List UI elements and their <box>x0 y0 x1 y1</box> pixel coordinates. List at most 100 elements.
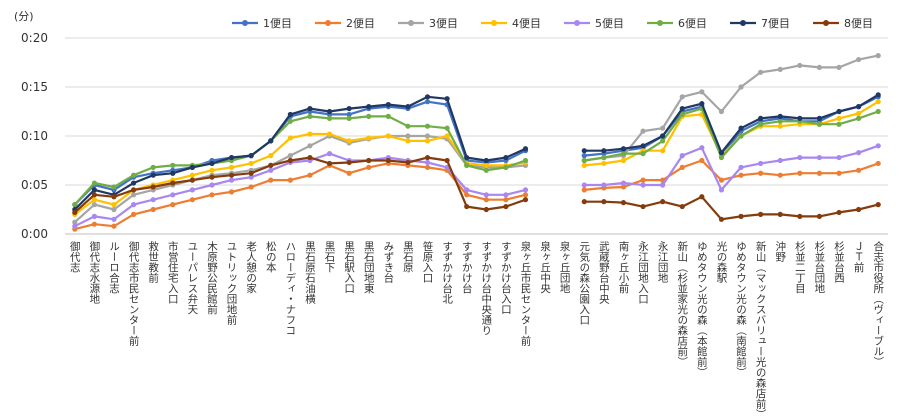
data-point <box>875 160 881 167</box>
legend-swatch-marker <box>823 20 829 26</box>
data-point <box>424 159 431 166</box>
series-5 <box>72 143 881 229</box>
x-tick-label: すずかけ台 <box>461 241 473 294</box>
data-point <box>248 174 254 180</box>
legend-label: 3便目 <box>429 17 458 30</box>
data-point <box>777 172 783 178</box>
data-point <box>758 121 764 127</box>
legend-label: 8便目 <box>844 17 873 30</box>
data-point <box>816 170 823 176</box>
data-point <box>718 216 725 222</box>
data-point <box>758 160 764 167</box>
data-point <box>326 131 333 137</box>
data-point <box>209 174 215 180</box>
data-point <box>503 164 509 170</box>
series-line <box>584 107 879 162</box>
data-point <box>248 184 254 190</box>
data-point <box>640 143 646 149</box>
x-tick-label: 黒石原石油横 <box>304 241 316 305</box>
data-point <box>777 113 783 119</box>
data-point <box>170 202 176 208</box>
data-point <box>875 202 881 208</box>
data-point <box>72 202 78 208</box>
data-point <box>385 133 391 139</box>
x-tick-label: すずかけ台中央通り <box>480 241 492 336</box>
data-point <box>366 164 372 170</box>
data-point <box>307 105 313 112</box>
legend-item: 4便目 <box>481 17 541 30</box>
data-point <box>228 154 235 161</box>
x-tick-label: 泉ヶ丘市民センター前 <box>519 240 531 347</box>
data-point <box>718 108 725 115</box>
data-point <box>777 66 783 72</box>
grid <box>65 37 888 235</box>
data-point <box>346 170 352 176</box>
data-point <box>679 153 685 159</box>
data-point <box>699 157 705 164</box>
data-point <box>483 162 489 168</box>
legend-swatch-marker <box>574 20 580 26</box>
series-line <box>73 115 526 206</box>
data-point <box>287 157 293 164</box>
series-line <box>584 144 879 191</box>
x-tick-label: 泉ヶ丘中央 <box>539 240 551 294</box>
data-point <box>620 146 627 152</box>
data-point <box>679 94 685 100</box>
data-point <box>522 197 529 203</box>
data-point <box>856 167 862 173</box>
data-point <box>718 177 725 183</box>
data-point <box>424 133 431 139</box>
y-axis-unit-label: (分) <box>14 10 34 23</box>
y-tick-label: 0:00 <box>21 227 48 241</box>
x-tick-label: 木原野公民館前 <box>206 241 218 315</box>
x-tick-label: 老人憩の家 <box>245 240 257 293</box>
data-point <box>346 159 352 166</box>
legend-item: 8便目 <box>813 17 873 30</box>
data-point <box>228 177 235 183</box>
data-point <box>758 115 764 121</box>
data-point <box>130 202 137 208</box>
data-point <box>699 101 705 107</box>
data-point <box>816 213 823 219</box>
series-line <box>74 100 526 206</box>
data-point <box>777 123 783 129</box>
data-point <box>91 192 97 198</box>
data-point <box>405 104 411 110</box>
x-tick-label: ユトリック団地前 <box>226 241 238 326</box>
data-point <box>189 164 195 170</box>
data-point <box>170 170 176 176</box>
data-point <box>738 172 744 178</box>
data-point <box>326 151 333 157</box>
data-point <box>424 154 431 161</box>
data-point <box>248 170 254 176</box>
data-point <box>836 170 842 176</box>
data-point <box>875 143 881 149</box>
data-point <box>522 192 529 198</box>
data-point <box>130 211 137 217</box>
data-point <box>444 96 450 102</box>
data-point <box>307 143 313 149</box>
data-point <box>620 180 627 186</box>
legend-item: 7便目 <box>730 17 790 30</box>
data-point <box>424 94 431 100</box>
data-point <box>111 216 117 222</box>
data-point <box>130 192 137 198</box>
data-point <box>307 113 313 119</box>
data-point <box>875 108 881 115</box>
data-point <box>816 115 823 121</box>
data-point <box>366 104 372 110</box>
data-point <box>581 148 587 154</box>
series-line <box>584 93 879 154</box>
data-point <box>601 182 607 188</box>
data-point <box>209 160 215 167</box>
data-point <box>660 182 666 188</box>
data-point <box>248 153 254 159</box>
y-tick-label: 0:15 <box>21 80 48 94</box>
x-tick-label: 杉並台西 <box>833 240 845 283</box>
data-point <box>856 150 862 156</box>
data-point <box>268 177 274 183</box>
data-point <box>777 211 783 217</box>
data-point <box>405 123 411 129</box>
x-tick-label: 武蔵野台中央 <box>598 240 610 305</box>
